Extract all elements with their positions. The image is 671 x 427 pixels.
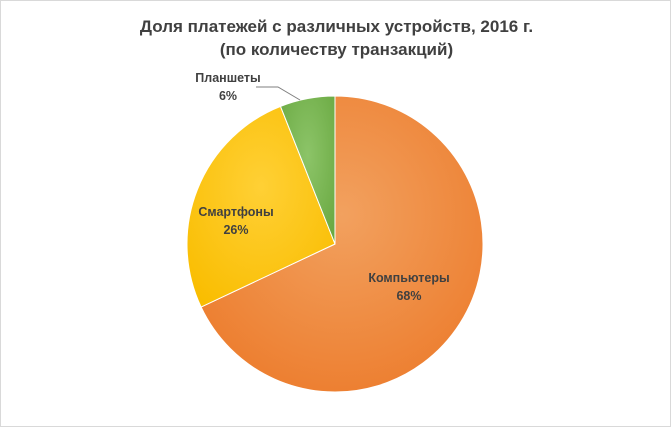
label-tablets: Планшеты 6% [195,71,260,103]
slice-computers [200,95,484,393]
label-smartphones: Смартфоны 26% [198,205,273,237]
percent-label: 26% [223,223,248,237]
chart-title-block: Доля платежей с различных устройств, 201… [1,15,671,61]
percent-label: 68% [396,289,421,303]
percent-label: 6% [219,89,237,103]
label-computers: Компьютеры 68% [368,271,449,303]
chart-title: Доля платежей с различных устройств, 201… [139,17,534,36]
leader-lines [256,86,301,101]
leader-line-tablets [256,86,301,101]
category-label: Планшеты [195,71,260,85]
slice-labels: Компьютеры 68% Смартфоны 26% Планшеты 6% [195,71,449,303]
category-label: Смартфоны [198,205,273,219]
slice-tablets [279,95,336,245]
slice-smartphones [186,105,336,308]
pie-slices [186,95,484,393]
chart-subtitle: (по количеству транзакций) [219,40,454,59]
category-label: Компьютеры [368,271,449,285]
